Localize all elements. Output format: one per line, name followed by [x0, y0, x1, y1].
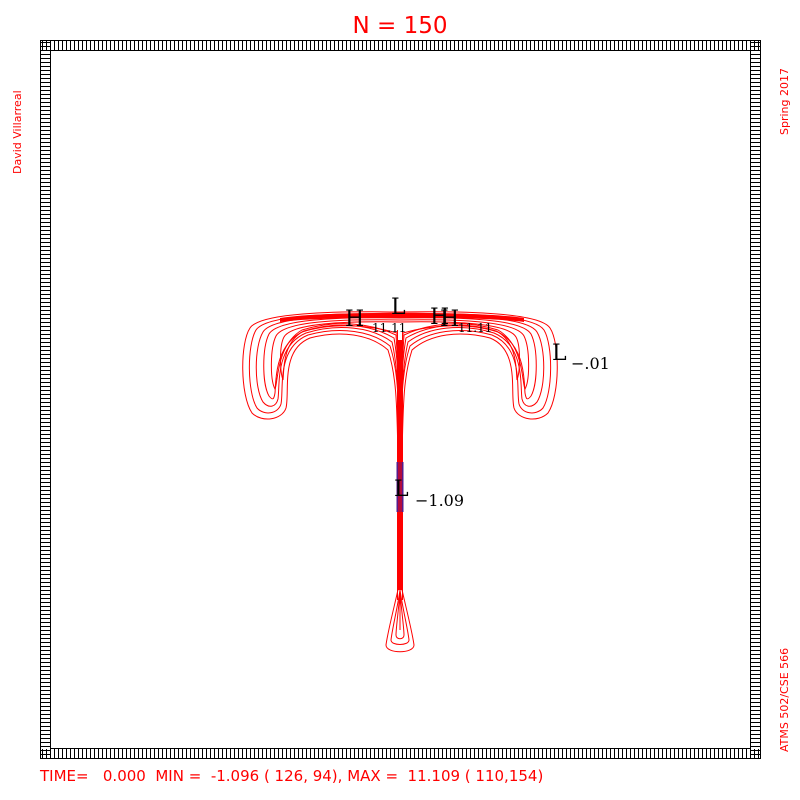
minimum-marker-edge: [398, 462, 402, 512]
status-line: TIME= 0.000 MIN = -1.096 ( 126, 94), MAX…: [39, 767, 543, 785]
low-min-letter: L: [394, 477, 409, 502]
term-label: Spring 2017: [778, 68, 791, 135]
contour-ring-4: [263, 317, 537, 630]
low-top-letter: L: [391, 295, 406, 320]
cap-top-band: [280, 312, 524, 322]
high-mid-letter: H: [430, 305, 449, 330]
high-left-letter: H: [345, 307, 364, 332]
dense-contour-bands: [280, 312, 524, 590]
low-right-value: −.01: [571, 354, 610, 373]
frame-outer: [40, 40, 761, 759]
high-right-letter: H: [440, 307, 459, 332]
author-label: David Villarreal: [11, 90, 24, 174]
contour-labels: L −1.09 L −.01 L H 11.11 H H 11.11: [345, 295, 610, 510]
low-right-letter: L: [552, 341, 567, 366]
frame-inner: [50, 50, 751, 749]
plot-title: N = 150: [353, 13, 448, 39]
course-label: ATMS 502/CSE 566: [778, 648, 791, 752]
high-right-value: 11.11: [458, 321, 492, 335]
contour-ring-2: [248, 313, 552, 645]
low-min-value: −1.09: [415, 491, 464, 510]
high-left-value: 11.11: [372, 321, 406, 335]
contour-ring-1: [242, 311, 558, 653]
contour-ring-3: [255, 315, 545, 640]
plot-frame: [40, 40, 761, 759]
frame-ticks: [41, 41, 760, 758]
